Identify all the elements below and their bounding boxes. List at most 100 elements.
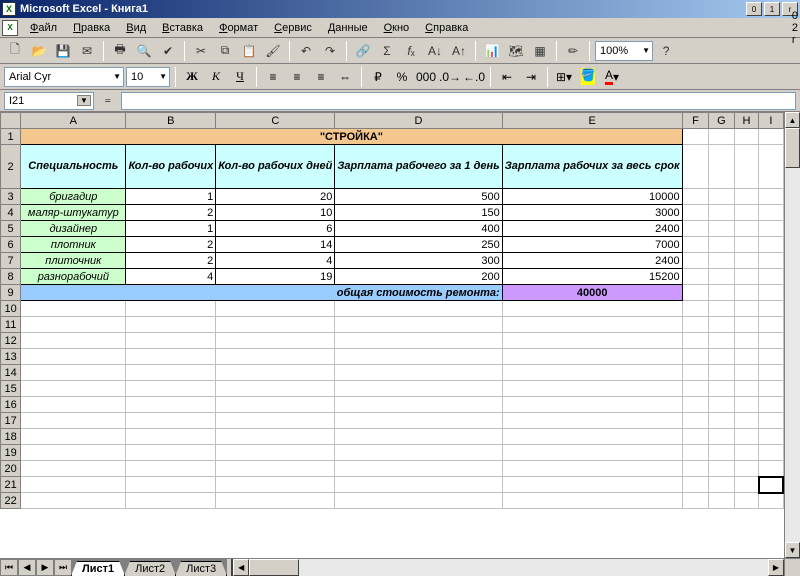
cell-header-3[interactable]: Зарплата рабочего за 1 день — [335, 145, 502, 189]
cell-F2[interactable] — [682, 145, 709, 189]
cell-val-0-1[interactable]: 20 — [216, 189, 335, 205]
cell-E10[interactable] — [502, 301, 682, 317]
cell-I3[interactable] — [759, 189, 783, 205]
row-header-12[interactable]: 12 — [1, 333, 21, 349]
cell-val-1-2[interactable]: 150 — [335, 205, 502, 221]
cell-G7[interactable] — [709, 253, 734, 269]
cell-G21[interactable] — [709, 477, 734, 493]
font-color-icon[interactable]: A▾ — [601, 66, 623, 88]
cell-E20[interactable] — [502, 461, 682, 477]
cell-H5[interactable] — [734, 221, 759, 237]
cell-H4[interactable] — [734, 205, 759, 221]
sort-asc-icon[interactable]: A↓ — [424, 40, 446, 62]
cell-val-4-2[interactable]: 300 — [335, 253, 502, 269]
cell-B20[interactable] — [126, 461, 216, 477]
align-right-icon[interactable]: ≡ — [310, 66, 332, 88]
col-header-F[interactable]: F — [682, 113, 709, 129]
italic-button[interactable]: К — [205, 66, 227, 88]
cell-G11[interactable] — [709, 317, 734, 333]
sort-desc-icon[interactable]: A↑ — [448, 40, 470, 62]
row-header-18[interactable]: 18 — [1, 429, 21, 445]
cell-F14[interactable] — [682, 365, 709, 381]
cell-F11[interactable] — [682, 317, 709, 333]
undo-icon[interactable]: ↶ — [295, 40, 317, 62]
formula-input[interactable] — [121, 92, 796, 110]
cell-F22[interactable] — [682, 493, 709, 509]
cell-B21[interactable] — [126, 477, 216, 493]
cell-A15[interactable] — [21, 381, 126, 397]
cell-E14[interactable] — [502, 365, 682, 381]
cell-val-1-3[interactable]: 3000 — [502, 205, 682, 221]
cell-B14[interactable] — [126, 365, 216, 381]
cell-B16[interactable] — [126, 397, 216, 413]
cell-A16[interactable] — [21, 397, 126, 413]
vertical-scrollbar[interactable]: ▲ ▼ — [784, 112, 800, 558]
cell-A13[interactable] — [21, 349, 126, 365]
cell-I6[interactable] — [759, 237, 783, 253]
menu-данные[interactable]: Данные — [320, 20, 376, 36]
save-icon[interactable]: 💾 — [52, 40, 74, 62]
cell-H11[interactable] — [734, 317, 759, 333]
cell-G18[interactable] — [709, 429, 734, 445]
cell-val-2-2[interactable]: 400 — [335, 221, 502, 237]
cell-H20[interactable] — [734, 461, 759, 477]
cell-B19[interactable] — [126, 445, 216, 461]
cell-G1[interactable] — [709, 129, 734, 145]
cell-val-3-3[interactable]: 7000 — [502, 237, 682, 253]
cell-I21[interactable] — [759, 477, 783, 493]
cell-I22[interactable] — [759, 493, 783, 509]
cell-D15[interactable] — [335, 381, 502, 397]
cell-C18[interactable] — [216, 429, 335, 445]
row-header-17[interactable]: 17 — [1, 413, 21, 429]
cell-F3[interactable] — [682, 189, 709, 205]
cell-C19[interactable] — [216, 445, 335, 461]
cell-val-4-1[interactable]: 4 — [216, 253, 335, 269]
cell-B18[interactable] — [126, 429, 216, 445]
cell-C15[interactable] — [216, 381, 335, 397]
cell-E13[interactable] — [502, 349, 682, 365]
cell-F10[interactable] — [682, 301, 709, 317]
cell-G16[interactable] — [709, 397, 734, 413]
cell-I1[interactable] — [759, 129, 783, 145]
cell-F9[interactable] — [682, 285, 709, 301]
cell-title[interactable]: "СТРОЙКА" — [21, 129, 682, 145]
horizontal-scrollbar[interactable]: ◀ ▶ — [231, 559, 784, 576]
scroll-down-icon[interactable]: ▼ — [785, 542, 800, 558]
cell-E18[interactable] — [502, 429, 682, 445]
cell-C21[interactable] — [216, 477, 335, 493]
cell-val-0-2[interactable]: 500 — [335, 189, 502, 205]
increase-indent-icon[interactable]: ⇥ — [520, 66, 542, 88]
cell-G12[interactable] — [709, 333, 734, 349]
cell-E16[interactable] — [502, 397, 682, 413]
cell-E15[interactable] — [502, 381, 682, 397]
cell-val-2-0[interactable]: 1 — [126, 221, 216, 237]
decrease-decimal-icon[interactable]: ←.0 — [463, 66, 485, 88]
cell-H12[interactable] — [734, 333, 759, 349]
cell-G15[interactable] — [709, 381, 734, 397]
cell-D16[interactable] — [335, 397, 502, 413]
cell-header-2[interactable]: Кол-во рабочих дней — [216, 145, 335, 189]
drawing-icon[interactable]: ✏ — [562, 40, 584, 62]
cell-G10[interactable] — [709, 301, 734, 317]
cell-C10[interactable] — [216, 301, 335, 317]
scroll-up-icon[interactable]: ▲ — [785, 112, 800, 128]
cell-B12[interactable] — [126, 333, 216, 349]
cell-label-4[interactable]: плиточник — [21, 253, 126, 269]
row-header-20[interactable]: 20 — [1, 461, 21, 477]
cell-val-1-1[interactable]: 10 — [216, 205, 335, 221]
cell-I14[interactable] — [759, 365, 783, 381]
sheet-tab-Лист3[interactable]: Лист3 — [175, 561, 227, 576]
cell-C14[interactable] — [216, 365, 335, 381]
cell-I11[interactable] — [759, 317, 783, 333]
cell-H22[interactable] — [734, 493, 759, 509]
cell-H13[interactable] — [734, 349, 759, 365]
row-header-7[interactable]: 7 — [1, 253, 21, 269]
cell-val-2-3[interactable]: 2400 — [502, 221, 682, 237]
cell-val-2-1[interactable]: 6 — [216, 221, 335, 237]
cell-F20[interactable] — [682, 461, 709, 477]
font-size-combo[interactable]: 10▼ — [126, 67, 170, 87]
menu-файл[interactable]: Файл — [22, 20, 65, 36]
cell-F17[interactable] — [682, 413, 709, 429]
cell-val-0-0[interactable]: 1 — [126, 189, 216, 205]
cell-C22[interactable] — [216, 493, 335, 509]
